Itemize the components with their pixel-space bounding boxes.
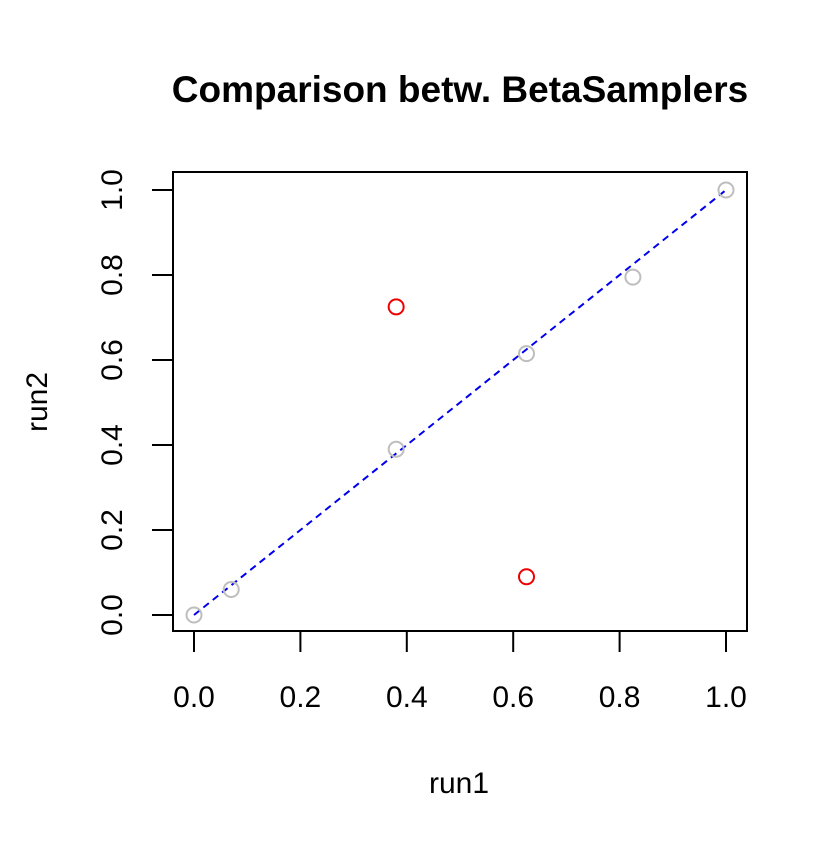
data-points <box>185 181 735 624</box>
y-axis-label: run2 <box>21 372 54 432</box>
x-tick-label: 0.0 <box>173 681 215 714</box>
x-tick-label: 0.6 <box>492 681 534 714</box>
x-axis-label: run1 <box>429 767 489 800</box>
data-point <box>185 606 203 624</box>
chart-title: Comparison betw. BetaSamplers <box>172 69 748 110</box>
x-tick-label: 0.4 <box>386 681 428 714</box>
data-point <box>518 568 535 586</box>
y-axis: 0.0 0.2 0.4 0.6 0.8 1.0 <box>96 169 174 636</box>
y-tick-label: 0.4 <box>96 424 129 466</box>
x-axis: 0.0 0.2 0.4 0.6 0.8 1.0 <box>173 630 747 714</box>
x-tick-label: 0.8 <box>599 681 641 714</box>
y-tick-label: 0.2 <box>96 509 129 551</box>
y-tick-label: 1.0 <box>96 169 129 211</box>
y-tick-label: 0.6 <box>96 339 129 381</box>
data-point <box>222 581 240 598</box>
data-point <box>624 268 642 286</box>
data-point <box>387 298 405 316</box>
reference-line <box>193 189 727 616</box>
data-point <box>717 181 735 199</box>
x-tick-label: 1.0 <box>705 681 747 714</box>
data-point <box>518 345 535 363</box>
y-tick-label: 0.8 <box>96 254 129 296</box>
x-tick-label: 0.2 <box>280 681 322 714</box>
data-point <box>387 440 405 458</box>
y-tick-label: 0.0 <box>96 594 129 636</box>
